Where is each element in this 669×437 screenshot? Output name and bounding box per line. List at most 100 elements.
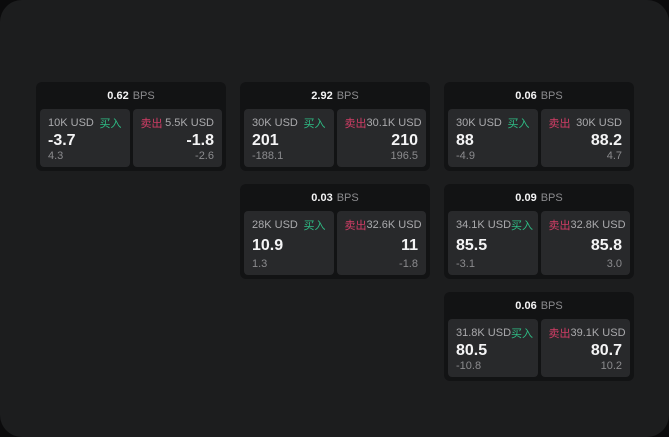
bps-value: 0.06 xyxy=(515,299,537,312)
sell-cell-top: 卖出 32.8K USD xyxy=(548,217,626,233)
buy-cell-top: 28K USD 买入 xyxy=(252,217,326,233)
card-header: 0.06 BPS xyxy=(444,292,634,319)
bps-label: BPS xyxy=(540,299,563,312)
buy-price: 201 xyxy=(252,131,279,149)
quote-card: 0.09 BPS 34.1K USD 买入 85.5 -3.1 卖出 32.8K… xyxy=(444,184,634,279)
sell-side-label: 卖出 xyxy=(344,118,367,130)
buy-side-label: 买入 xyxy=(99,118,122,130)
quote-card: 0.06 BPS 30K USD 买入 88 -4.9 卖出 30K USD xyxy=(444,82,634,171)
bps-value: 0.03 xyxy=(311,191,333,204)
sell-quote-cell[interactable]: 卖出 30K USD 88.2 4.7 xyxy=(540,109,630,167)
buy-side-label: 买入 xyxy=(511,328,534,340)
sell-amount: 39.1K USD xyxy=(570,327,626,339)
sell-side-label: 卖出 xyxy=(140,118,163,130)
buy-side-label: 买入 xyxy=(303,118,326,130)
buy-price: 88 xyxy=(456,131,474,149)
card-header: 0.03 BPS xyxy=(240,184,430,211)
sell-delta: -2.6 xyxy=(195,150,214,162)
sell-cell-top: 卖出 30.1K USD xyxy=(344,115,422,131)
sell-amount: 32.6K USD xyxy=(366,219,422,231)
buy-side-label: 买入 xyxy=(303,220,326,232)
bps-label: BPS xyxy=(336,89,359,102)
sell-delta: 196.5 xyxy=(390,150,418,162)
buy-quote-cell[interactable]: 10K USD 买入 -3.7 4.3 xyxy=(40,109,130,167)
card-body: 31.8K USD 买入 80.5 -10.8 卖出 39.1K USD 80.… xyxy=(444,319,634,381)
sell-price: -1.8 xyxy=(186,131,214,149)
buy-delta: 1.3 xyxy=(252,258,268,270)
quote-card: 0.03 BPS 28K USD 买入 10.9 1.3 卖出 32.6K US… xyxy=(240,184,430,279)
card-body: 28K USD 买入 10.9 1.3 卖出 32.6K USD 11 -1.8 xyxy=(240,211,430,279)
sell-delta: -1.8 xyxy=(399,258,418,270)
sell-cell-top: 卖出 32.6K USD xyxy=(344,217,422,233)
buy-quote-cell[interactable]: 30K USD 买入 88 -4.9 xyxy=(448,109,538,167)
bps-value: 0.09 xyxy=(515,191,537,204)
buy-cell-top: 34.1K USD 买入 xyxy=(456,217,534,233)
sell-side-label: 卖出 xyxy=(548,328,571,340)
card-header: 2.92 BPS xyxy=(240,82,430,109)
buy-side-label: 买入 xyxy=(507,118,530,130)
quote-card: 2.92 BPS 30K USD 买入 201 -188.1 卖出 30.1K … xyxy=(240,82,430,171)
sell-quote-cell[interactable]: 卖出 32.6K USD 11 -1.8 xyxy=(336,211,426,275)
quote-card: 0.06 BPS 31.8K USD 买入 80.5 -10.8 卖出 39.1… xyxy=(444,292,634,381)
buy-delta: -4.9 xyxy=(456,150,475,162)
buy-price: 80.5 xyxy=(456,341,488,359)
sell-side-label: 卖出 xyxy=(548,118,571,130)
bps-value: 0.62 xyxy=(107,89,129,102)
sell-cell-top: 卖出 30K USD xyxy=(549,115,623,131)
buy-cell-top: 31.8K USD 买入 xyxy=(456,325,534,341)
buy-cell-top: 30K USD 买入 xyxy=(252,115,326,131)
bps-label: BPS xyxy=(540,191,563,204)
buy-amount: 31.8K USD xyxy=(456,327,512,339)
sell-price: 85.8 xyxy=(590,236,622,254)
sell-quote-cell[interactable]: 卖出 32.8K USD 85.8 3.0 xyxy=(540,211,630,275)
buy-price: -3.7 xyxy=(48,131,76,149)
quote-card: 0.62 BPS 10K USD 买入 -3.7 4.3 卖出 5.5K USD xyxy=(36,82,226,171)
sell-quote-cell[interactable]: 卖出 5.5K USD -1.8 -2.6 xyxy=(132,109,222,167)
buy-amount: 34.1K USD xyxy=(456,219,512,231)
card-body: 30K USD 买入 201 -188.1 卖出 30.1K USD 210 1… xyxy=(240,109,430,171)
buy-delta: -10.8 xyxy=(456,360,482,372)
buy-amount: 30K USD xyxy=(456,117,502,129)
sell-price: 11 xyxy=(401,236,418,254)
sell-side-label: 卖出 xyxy=(548,220,571,232)
sell-delta: 4.7 xyxy=(606,150,622,162)
buy-side-label: 买入 xyxy=(511,220,534,232)
buy-quote-cell[interactable]: 30K USD 买入 201 -188.1 xyxy=(244,109,334,167)
buy-cell-top: 30K USD 买入 xyxy=(456,115,530,131)
sell-amount: 30.1K USD xyxy=(366,117,422,129)
sell-delta: 10.2 xyxy=(600,360,622,372)
buy-cell-top: 10K USD 买入 xyxy=(48,115,122,131)
buy-quote-cell[interactable]: 28K USD 买入 10.9 1.3 xyxy=(244,211,334,275)
sell-cell-top: 卖出 5.5K USD xyxy=(141,115,215,131)
quote-grid: 0.62 BPS 10K USD 买入 -3.7 4.3 卖出 5.5K USD xyxy=(36,82,634,381)
card-header: 0.09 BPS xyxy=(444,184,634,211)
buy-price: 85.5 xyxy=(456,236,488,254)
sell-amount: 32.8K USD xyxy=(570,219,626,231)
bps-value: 0.06 xyxy=(515,89,537,102)
buy-delta: -3.1 xyxy=(456,258,475,270)
card-body: 10K USD 买入 -3.7 4.3 卖出 5.5K USD -1.8 -2.… xyxy=(36,109,226,171)
bps-label: BPS xyxy=(540,89,563,102)
sell-side-label: 卖出 xyxy=(344,220,367,232)
card-body: 34.1K USD 买入 85.5 -3.1 卖出 32.8K USD 85.8… xyxy=(444,211,634,279)
buy-amount: 28K USD xyxy=(252,219,298,231)
sell-delta: 3.0 xyxy=(606,258,622,270)
sell-amount: 5.5K USD xyxy=(165,117,214,129)
card-header: 0.62 BPS xyxy=(36,82,226,109)
buy-price: 10.9 xyxy=(252,236,284,254)
sell-price: 210 xyxy=(391,131,418,149)
card-body: 30K USD 买入 88 -4.9 卖出 30K USD 88.2 4.7 xyxy=(444,109,634,171)
bps-label: BPS xyxy=(336,191,359,204)
buy-delta: 4.3 xyxy=(48,150,64,162)
buy-delta: -188.1 xyxy=(252,150,284,162)
sell-quote-cell[interactable]: 卖出 30.1K USD 210 196.5 xyxy=(336,109,426,167)
card-header: 0.06 BPS xyxy=(444,82,634,109)
sell-price: 88.2 xyxy=(590,131,622,149)
buy-amount: 10K USD xyxy=(48,117,94,129)
buy-quote-cell[interactable]: 34.1K USD 买入 85.5 -3.1 xyxy=(448,211,538,275)
buy-quote-cell[interactable]: 31.8K USD 买入 80.5 -10.8 xyxy=(448,319,538,377)
sell-quote-cell[interactable]: 卖出 39.1K USD 80.7 10.2 xyxy=(540,319,630,377)
sell-cell-top: 卖出 39.1K USD xyxy=(548,325,626,341)
sell-price: 80.7 xyxy=(590,341,622,359)
